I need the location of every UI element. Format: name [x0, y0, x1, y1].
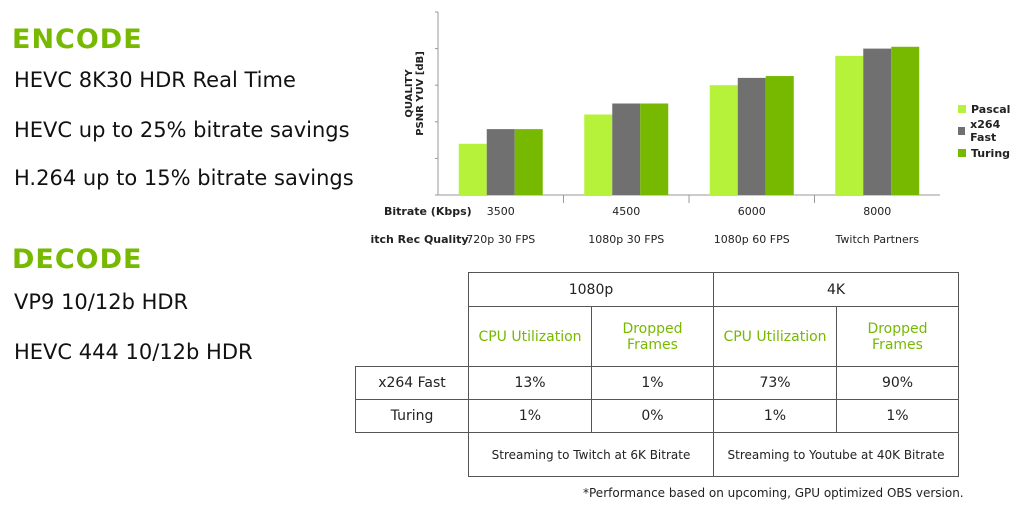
table-cell: 73% [713, 366, 837, 400]
table-group-header-row: 1080p 4K [356, 272, 959, 307]
table-row: Turing 1% 0% 1% 1% [355, 399, 959, 433]
legend-label-x264: x264 Fast [970, 118, 1001, 144]
bar-turing [891, 46, 920, 195]
table-subheader-cpu-4k: CPU Utilization [713, 306, 837, 367]
table-note-youtube: Streaming to Youtube at 40K Bitrate [713, 432, 959, 477]
legend-label-pascal: Pascal [971, 102, 1011, 116]
table-subheader-dropped-1080p: Dropped Frames [591, 306, 714, 367]
bar-pascal [458, 143, 487, 195]
y-axis-label: QUALITY [404, 69, 415, 118]
row-label-quality: Twitch Rec Quality [370, 233, 469, 246]
table-cell: 90% [836, 366, 959, 400]
y-axis-label: PSNR YUV [dB] [415, 51, 426, 136]
encode-line-2: HEVC up to 25% bitrate savings [14, 118, 350, 142]
table-cell: 13% [468, 366, 592, 400]
bar-x264-fast [486, 129, 515, 195]
footnote: *Performance based on upcoming, GPU opti… [583, 486, 964, 500]
table-note-twitch: Streaming to Twitch at 6K Bitrate [468, 432, 714, 477]
x-tick-label-bitrate: 4500 [612, 205, 640, 218]
table-group-4k: 4K [713, 272, 959, 307]
table-subheader-row: CPU Utilization Dropped Frames CPU Utili… [356, 306, 959, 367]
table-corner-2 [356, 307, 469, 367]
x-tick-label-bitrate: 3500 [487, 205, 515, 218]
table-subheader-dropped-4k: Dropped Frames [836, 306, 959, 367]
bar-x264-fast [863, 48, 892, 195]
table-row: x264 Fast 13% 1% 73% 90% [355, 366, 959, 400]
bar-turing [640, 103, 669, 195]
decode-line-2: HEVC 444 10/12b HDR [14, 340, 253, 364]
bar-pascal [709, 85, 738, 195]
table-cell: 1% [591, 366, 714, 400]
x-tick-label-quality: Twitch Partners [835, 233, 920, 246]
quality-bar-chart: QUALITY PSNR YUV [dB] 3500 720p 30 FPS 4500 1… [370, 11, 940, 246]
x-tick-label-quality: 1080p 30 FPS [588, 233, 664, 246]
legend-swatch-pascal [958, 105, 966, 113]
legend-label-turing: Turing [971, 146, 1011, 160]
legend-item-pascal: Pascal [958, 98, 1024, 120]
table-cell: 1% [836, 399, 959, 433]
row-label-bitrate: Bitrate (Kbps) [384, 205, 472, 218]
performance-table: 1080p 4K CPU Utilization Dropped Frames … [355, 272, 959, 477]
legend-item-turing: Turing [958, 142, 1024, 164]
x-tick-label-quality: 720p 30 FPS [466, 233, 535, 246]
table-row-label-x264: x264 Fast [355, 366, 469, 400]
bar-x264-fast [612, 103, 641, 195]
table-row-label-turing: Turing [355, 399, 469, 433]
x-tick-label-quality: 1080p 60 FPS [714, 233, 790, 246]
bar-turing [765, 76, 794, 195]
table-group-1080p: 1080p [468, 272, 714, 307]
table-cell: 1% [468, 399, 592, 433]
decode-line-1: VP9 10/12b HDR [14, 290, 189, 314]
encode-title: ENCODE [12, 24, 143, 55]
table-notes-row: Streaming to Twitch at 6K Bitrate Stream… [356, 432, 959, 477]
bar-x264-fast [737, 77, 766, 195]
table-cell: 0% [591, 399, 714, 433]
table-subheader-cpu-1080p: CPU Utilization [468, 306, 592, 367]
table-corner [356, 273, 469, 307]
decode-title: DECODE [12, 244, 143, 275]
chart-legend: Pascal x264 Fast Turing [958, 98, 1024, 164]
table-corner-3 [356, 433, 469, 477]
x-tick-label-bitrate: 8000 [863, 205, 891, 218]
bar-pascal [584, 114, 613, 195]
legend-item-x264: x264 Fast [958, 118, 1024, 144]
x-tick-label-bitrate: 6000 [738, 205, 766, 218]
legend-swatch-x264 [958, 127, 966, 135]
legend-swatch-turing [958, 149, 966, 157]
bar-pascal [835, 55, 864, 195]
encode-line-1: HEVC 8K30 HDR Real Time [14, 68, 296, 92]
bar-turing [514, 129, 543, 195]
table-cell: 1% [713, 399, 837, 433]
encode-line-3: H.264 up to 15% bitrate savings [14, 166, 354, 190]
